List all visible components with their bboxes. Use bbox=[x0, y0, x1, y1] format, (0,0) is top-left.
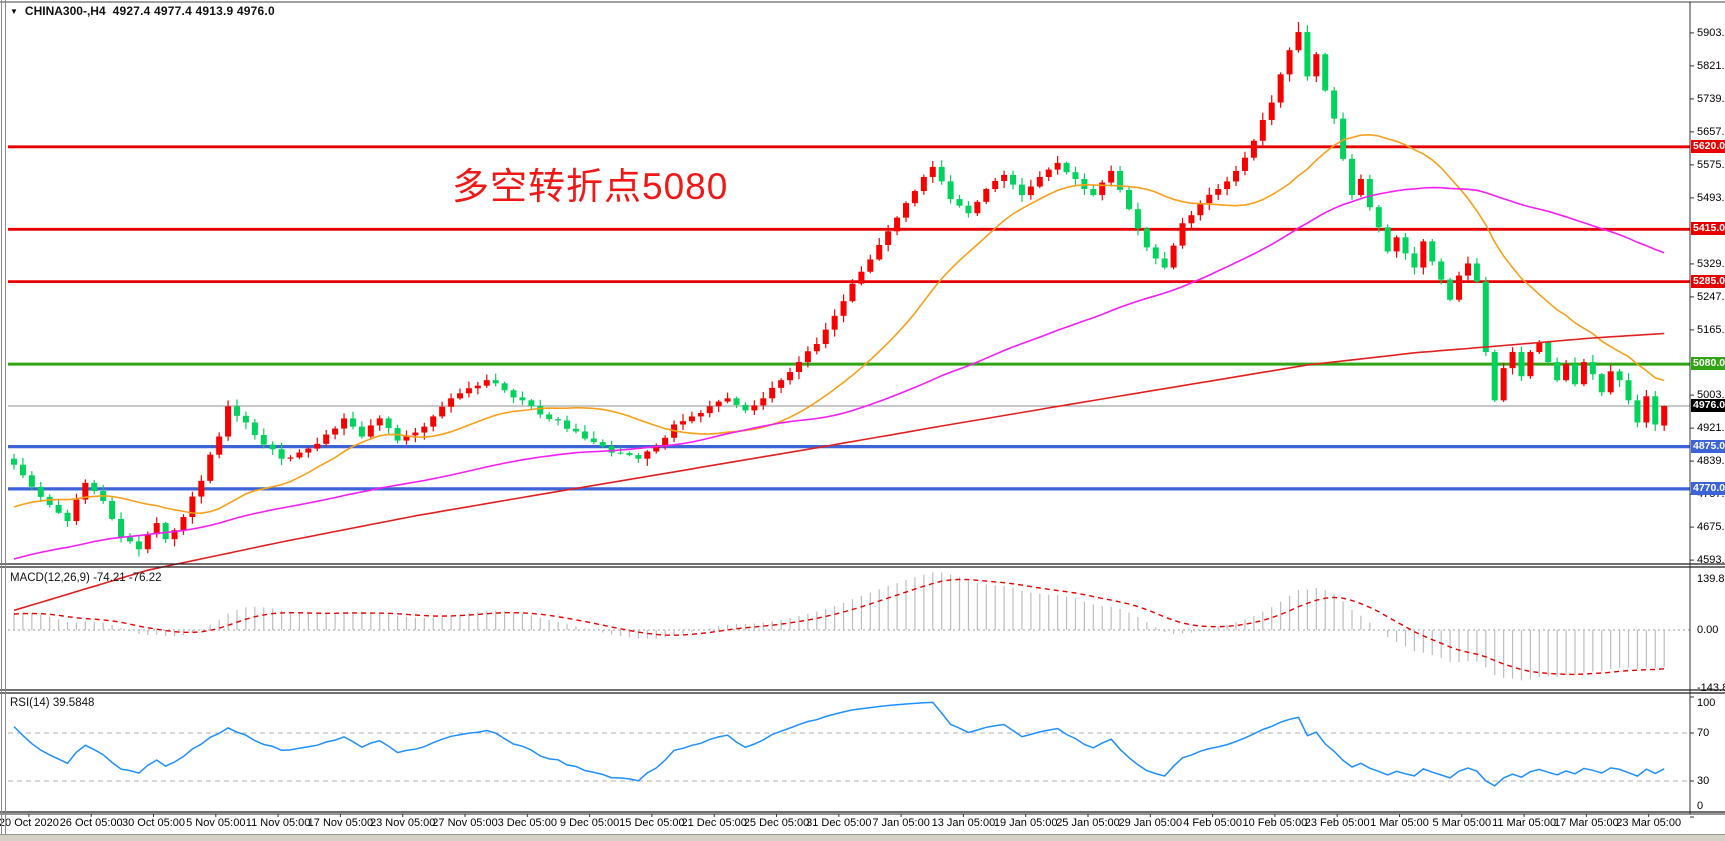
time-axis-label: 17 Mar 05:00 bbox=[1553, 817, 1619, 829]
macd-indicator-label: MACD(12,26,9) -74.21 -76.22 bbox=[10, 572, 162, 584]
time-axis-label: 7 Jan 05:00 bbox=[872, 817, 930, 829]
time-axis-label: 10 Feb 05:00 bbox=[1242, 817, 1308, 829]
time-axis-label: 17 Nov 05:00 bbox=[307, 817, 374, 829]
rsi-axis-label: 100 bbox=[1697, 697, 1716, 709]
window-left-edge bbox=[1, 0, 2, 834]
time-axis-label: 3 Dec 05:00 bbox=[497, 817, 557, 829]
price-axis-label: 4675.0 bbox=[1697, 521, 1725, 534]
time-axis-label: 13 Jan 05:00 bbox=[931, 817, 996, 829]
time-axis-label: 1 Mar 05:00 bbox=[1370, 817, 1429, 829]
time-axis-label: 4 Feb 05:00 bbox=[1183, 817, 1242, 829]
price-axis-label: 5003.0 bbox=[1697, 389, 1725, 402]
price-axis-label: 5821.0 bbox=[1697, 59, 1725, 72]
time-axis-label: 23 Nov 05:00 bbox=[369, 817, 436, 829]
price-axis-label: 5165.0 bbox=[1697, 323, 1725, 336]
price-level-badge: 5620.0 bbox=[1691, 139, 1725, 153]
price-level-badge: 4875.0 bbox=[1691, 439, 1725, 453]
time-axis-label: 11 Nov 05:00 bbox=[245, 817, 311, 829]
price-axis-label: 5575.0 bbox=[1697, 158, 1725, 171]
time-axis-label: 23 Mar 05:00 bbox=[1616, 817, 1682, 829]
price-level-badge: 5080.0 bbox=[1691, 357, 1725, 371]
price-axis-label: 5493.0 bbox=[1697, 191, 1725, 204]
price-axis-label: 5739.0 bbox=[1697, 92, 1725, 105]
chart-annotation-text[interactable]: 多空转折点5080 bbox=[452, 166, 729, 207]
price-level-badge: 5415.0 bbox=[1691, 222, 1725, 236]
price-level-badge: 4770.0 bbox=[1691, 481, 1725, 495]
time-axis-label: 26 Oct 05:00 bbox=[59, 817, 123, 829]
time-axis-label: 29 Jan 05:00 bbox=[1118, 817, 1183, 829]
time-axis-label: 31 Dec 05:00 bbox=[806, 817, 872, 829]
price-axis-label: 4839.0 bbox=[1697, 455, 1725, 468]
rsi-axis-label: 30 bbox=[1697, 775, 1710, 787]
time-axis-label: 20 Oct 2020 bbox=[0, 817, 59, 829]
time-axis-label: 15 Dec 05:00 bbox=[619, 817, 685, 829]
time-axis-label: 5 Mar 05:00 bbox=[1432, 817, 1492, 829]
symbol-name: CHINA300-,H4 bbox=[24, 4, 106, 18]
time-axis-label: 11 Mar 05:00 bbox=[1492, 817, 1557, 829]
price-axis-label: 4593.0 bbox=[1697, 554, 1725, 567]
macd-axis-label: 139.86 bbox=[1697, 573, 1725, 585]
price-axis-label: 4921.0 bbox=[1697, 422, 1725, 435]
time-axis-label: 21 Dec 05:00 bbox=[681, 817, 747, 829]
price-level-badge: 5285.0 bbox=[1691, 274, 1725, 288]
price-axis-label: 5247.0 bbox=[1697, 290, 1725, 303]
symbol-dropdown-icon[interactable]: ▼ bbox=[10, 6, 18, 16]
time-axis-label: 25 Jan 05:00 bbox=[1056, 817, 1120, 829]
time-axis-label: 19 Jan 05:00 bbox=[993, 817, 1058, 829]
time-axis-label: 5 Nov 05:00 bbox=[186, 817, 246, 829]
time-axis-label: 25 Dec 05:00 bbox=[743, 817, 810, 829]
rsi-axis-label: 0 bbox=[1697, 800, 1704, 812]
price-axis-label: 5657.0 bbox=[1697, 125, 1725, 138]
rsi-indicator-label: RSI(14) 39.5848 bbox=[10, 697, 95, 709]
time-axis-label: 30 Oct 05:00 bbox=[122, 817, 185, 829]
macd-axis-label: 0.00 bbox=[1697, 624, 1719, 636]
price-axis-label: 5329.0 bbox=[1697, 257, 1725, 270]
macd-axis-label: -143.82 bbox=[1697, 682, 1725, 694]
price-axis-label: 5903.0 bbox=[1697, 26, 1725, 39]
time-axis-label: 23 Feb 05:00 bbox=[1304, 817, 1370, 829]
current-price-badge: 4976.0 bbox=[1691, 398, 1725, 412]
window-left-edge-inner bbox=[5, 0, 6, 834]
ohlc-values: 4927.4 4977.4 4913.9 4976.0 bbox=[112, 4, 275, 18]
window-bottom-edge bbox=[0, 834, 1725, 841]
time-axis-label: 9 Dec 05:00 bbox=[559, 817, 620, 829]
symbol-title-bar: ▼ CHINA300-,H4 4927.4 4977.4 4913.9 4976… bbox=[10, 4, 275, 18]
time-axis-label: 27 Nov 05:00 bbox=[432, 817, 498, 829]
rsi-axis-label: 70 bbox=[1697, 727, 1710, 739]
